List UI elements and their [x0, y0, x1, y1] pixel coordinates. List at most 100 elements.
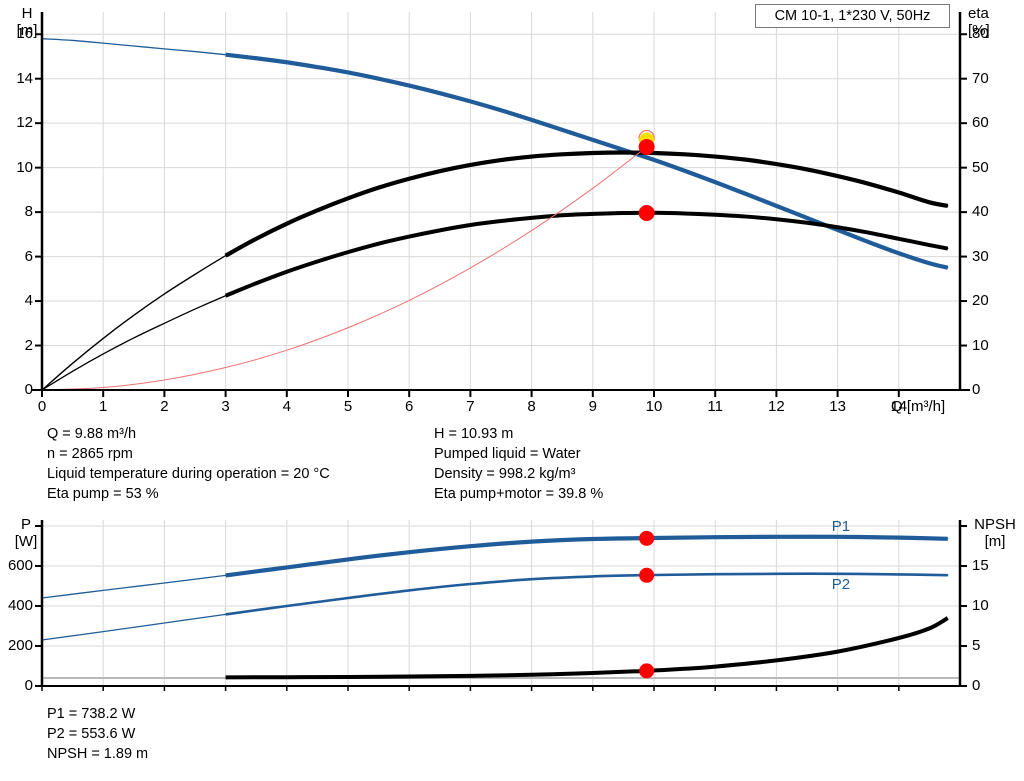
curve-p2-thick: [225, 572, 948, 616]
top-gridlines: [42, 12, 960, 390]
curve-eta-pump-motor-thick: [224, 210, 949, 298]
npsh-axis-name: NPSH: [974, 516, 1016, 533]
info-p2: P2 = 553.6 W: [47, 726, 136, 742]
info-density: Density = 998.2 kg/m³: [434, 466, 576, 482]
p-axis-title: P [W]: [6, 516, 46, 550]
h-axis-unit: [m]: [16, 22, 38, 39]
h-tick-0: 0: [24, 381, 33, 398]
q-tick-2: 2: [160, 398, 169, 415]
h-tick-8: 8: [24, 203, 33, 221]
info-liquid: Pumped liquid = Water: [434, 446, 581, 462]
eta-tick-60: 60: [972, 114, 989, 132]
eta-tick-70: 70: [972, 69, 989, 87]
eta-tick-30: 30: [972, 247, 989, 265]
q-tick-8: 8: [527, 398, 536, 415]
power-info: P1 = 738.2 W P2 = 553.6 W NPSH = 1.89 m: [47, 704, 148, 764]
npsh-tick-10: 10: [972, 597, 989, 614]
eta-axis-name: eta: [968, 5, 989, 22]
npsh-axis-unit: [m]: [984, 533, 1006, 550]
h-axis-name: H: [21, 5, 33, 22]
curve-head-h--thick: [225, 52, 949, 270]
info-eta-pump: Eta pump = 53 %: [47, 486, 159, 502]
duty-point-eta-pump-motor: [638, 205, 655, 222]
eta-tick-10: 10: [972, 336, 989, 354]
p-axis-unit: [W]: [14, 533, 38, 550]
info-eta-pump-motor: Eta pump+motor = 39.8 %: [434, 486, 604, 502]
bottom-series: [41, 534, 949, 680]
info-temp: Liquid temperature during operation = 20…: [47, 466, 330, 482]
p-tick-0: 0: [24, 677, 33, 694]
q-tick-6: 6: [405, 398, 414, 415]
eta-tick-50: 50: [972, 158, 989, 176]
top-series: [41, 38, 949, 391]
h-tick-6: 6: [24, 247, 33, 265]
npsh-tick-0: 0: [972, 677, 981, 694]
q-tick-14: 14: [890, 398, 908, 415]
info-q: Q = 9.88 m³/h: [47, 426, 137, 442]
pump-model-title: CM 10-1, 1*230 V, 50Hz: [774, 8, 931, 24]
q-tick-4: 4: [282, 398, 291, 415]
performance-chart-canvas: [32, 12, 970, 397]
curve-head-h--thin: [41, 38, 949, 269]
q-tick-3: 3: [221, 398, 230, 415]
q-tick-11: 11: [707, 398, 723, 415]
eta-axis-title: eta [%]: [968, 5, 1018, 39]
p1-curve-label: P1: [831, 518, 851, 535]
p2-curve-label: P2: [831, 576, 851, 593]
info-npsh: NPSH = 1.89 m: [47, 746, 149, 762]
npsh-axis-title: NPSH [m]: [966, 516, 1024, 550]
curve-p2-thin: [41, 573, 949, 641]
duty-point-head: [638, 138, 655, 155]
performance-chart: [32, 12, 970, 397]
top-duty-markers: [638, 129, 655, 222]
bottom-axes: [35, 520, 967, 691]
p-tick-200: 200: [7, 637, 33, 654]
pump-model-title-box: CM 10-1, 1*230 V, 50Hz: [755, 4, 950, 28]
p-tick-400: 400: [7, 597, 33, 614]
q-tick-12: 12: [768, 398, 785, 415]
curve-duty-curve: [41, 146, 648, 391]
info-p1: P1 = 738.2 W: [47, 706, 136, 722]
duty-point-npsh: [639, 663, 655, 679]
top-axes: [32, 12, 970, 397]
q-tick-1: 1: [99, 398, 108, 415]
info-n: n = 2865 rpm: [47, 446, 133, 462]
npsh-tick-5: 5: [972, 637, 981, 654]
q-tick-9: 9: [588, 398, 597, 415]
duty-point-p1: [639, 530, 655, 546]
q-tick-5: 5: [343, 398, 353, 415]
q-axis-title-top: Q [m³/h]: [891, 398, 946, 415]
h-axis-title: H [m]: [8, 5, 46, 39]
h-tick-10: 10: [16, 158, 33, 176]
bottom-duty-markers: [639, 530, 655, 679]
curve-npsh: [225, 616, 949, 680]
power-npsh-chart-canvas: [35, 520, 967, 691]
h-tick-4: 4: [24, 292, 33, 310]
h-tick-16: 16: [16, 25, 33, 43]
curve-p1-thick: [225, 534, 948, 578]
q-tick-0: 0: [37, 398, 47, 415]
eta-tick-0: 0: [972, 381, 981, 398]
q-tick-13: 13: [829, 398, 846, 415]
power-npsh-chart: [0, 508, 1024, 704]
eta-tick-40: 40: [972, 203, 989, 221]
operating-info-right: H = 10.93 m Pumped liquid = Water Densit…: [434, 424, 603, 504]
bottom-gridlines: [42, 520, 960, 686]
operating-info-left: Q = 9.88 m³/h n = 2865 rpm Liquid temper…: [47, 424, 330, 504]
duty-point-p2: [639, 567, 655, 583]
eta-tick-80: 80: [972, 25, 989, 43]
npsh-tick-15: 15: [972, 557, 989, 574]
h-tick-14: 14: [16, 69, 33, 87]
eta-axis-unit: [%]: [968, 22, 990, 39]
eta-tick-20: 20: [972, 292, 989, 310]
p-axis-name: P: [20, 516, 31, 533]
h-tick-12: 12: [16, 114, 33, 132]
curve-eta-pump-thin: [41, 151, 949, 391]
q-tick-7: 7: [466, 398, 475, 415]
p-tick-600: 600: [7, 557, 33, 574]
info-h: H = 10.93 m: [434, 426, 514, 442]
q-tick-10: 10: [645, 398, 663, 415]
h-tick-2: 2: [24, 336, 33, 354]
curve-eta-pump-thick: [224, 150, 949, 258]
